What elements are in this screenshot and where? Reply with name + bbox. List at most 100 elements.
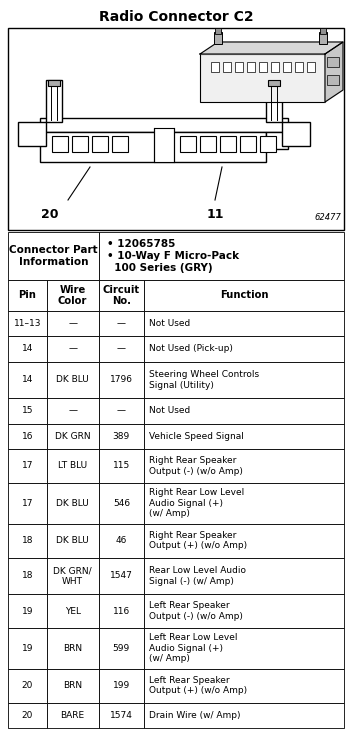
Bar	[180, 136, 196, 152]
Bar	[52, 136, 68, 152]
Bar	[8, 703, 46, 728]
Text: 20: 20	[41, 208, 59, 221]
Text: Not Used: Not Used	[149, 406, 190, 416]
Text: Rear Low Level Audio
Signal (-) (w/ Amp): Rear Low Level Audio Signal (-) (w/ Amp)	[149, 566, 246, 586]
Text: 20: 20	[21, 681, 33, 690]
Bar	[144, 628, 344, 669]
Text: Right Rear Low Level
Audio Signal (+)
(w/ Amp): Right Rear Low Level Audio Signal (+) (w…	[149, 488, 244, 518]
Bar	[215, 28, 221, 34]
Text: Left Rear Low Level
Audio Signal (+)
(w/ Amp): Left Rear Low Level Audio Signal (+) (w/…	[149, 633, 238, 663]
Bar	[46, 398, 99, 424]
Text: 199: 199	[113, 681, 130, 690]
Bar	[72, 136, 88, 152]
Text: 116: 116	[113, 607, 130, 616]
Text: 1547: 1547	[110, 571, 133, 580]
Bar	[46, 483, 99, 523]
Text: 20: 20	[21, 711, 33, 720]
Text: —: —	[68, 345, 77, 354]
Bar	[8, 336, 46, 362]
Bar	[46, 336, 99, 362]
Bar	[8, 558, 46, 594]
Bar	[112, 136, 128, 152]
Bar	[8, 311, 46, 336]
Text: 18: 18	[21, 571, 33, 580]
Text: YEL: YEL	[65, 607, 81, 616]
Polygon shape	[325, 42, 343, 102]
Text: Steering Wheel Controls
Signal (Utility): Steering Wheel Controls Signal (Utility)	[149, 370, 259, 389]
Text: Radio Connector C2: Radio Connector C2	[99, 10, 253, 24]
Bar	[200, 136, 216, 152]
Bar	[154, 128, 174, 162]
Bar	[144, 362, 344, 398]
Bar	[46, 669, 99, 703]
Text: Wire
Color: Wire Color	[58, 285, 87, 306]
Bar	[99, 362, 144, 398]
Bar	[40, 118, 288, 132]
Text: DK BLU: DK BLU	[56, 376, 89, 384]
Bar	[246, 62, 254, 72]
Text: —: —	[68, 319, 77, 328]
Bar	[144, 398, 344, 424]
Text: 1574: 1574	[110, 711, 133, 720]
Bar	[99, 483, 144, 523]
Text: 11: 11	[206, 208, 224, 221]
Bar	[46, 558, 99, 594]
Bar	[222, 62, 231, 72]
Bar	[144, 669, 344, 703]
Bar	[144, 280, 344, 311]
Text: 14: 14	[21, 376, 33, 384]
Text: Right Rear Speaker
Output (+) (w/o Amp): Right Rear Speaker Output (+) (w/o Amp)	[149, 531, 247, 550]
Text: 11–13: 11–13	[14, 319, 41, 328]
Bar	[320, 28, 326, 34]
Bar	[46, 628, 99, 669]
Bar	[99, 669, 144, 703]
Bar	[8, 483, 46, 523]
Text: 62477: 62477	[314, 213, 341, 222]
Bar	[268, 80, 280, 86]
Bar	[46, 80, 62, 122]
Text: Not Used (Pick-up): Not Used (Pick-up)	[149, 345, 233, 354]
Bar	[144, 336, 344, 362]
Text: DK BLU: DK BLU	[56, 498, 89, 508]
Bar	[8, 398, 46, 424]
Text: Drain Wire (w/ Amp): Drain Wire (w/ Amp)	[149, 711, 240, 720]
Text: 389: 389	[113, 432, 130, 441]
Bar	[46, 424, 99, 449]
Bar	[270, 62, 278, 72]
Text: 546: 546	[113, 498, 130, 508]
Bar	[240, 136, 256, 152]
Bar	[46, 703, 99, 728]
Text: DK BLU: DK BLU	[56, 536, 89, 545]
Text: BRN: BRN	[63, 644, 82, 653]
Bar	[144, 449, 344, 483]
Bar	[99, 232, 344, 280]
Bar	[99, 628, 144, 669]
Bar	[46, 449, 99, 483]
Text: —: —	[117, 319, 126, 328]
Bar	[200, 54, 325, 102]
Bar	[8, 28, 344, 230]
Text: Right Rear Speaker
Output (-) (w/o Amp): Right Rear Speaker Output (-) (w/o Amp)	[149, 456, 243, 476]
Bar	[283, 62, 290, 72]
Text: 599: 599	[113, 644, 130, 653]
Bar	[8, 628, 46, 669]
Text: • 12065785
• 10-Way F Micro-Pack
  100 Series (GRY): • 12065785 • 10-Way F Micro-Pack 100 Ser…	[107, 239, 239, 272]
Bar	[8, 449, 46, 483]
Bar	[266, 80, 282, 122]
Text: 17: 17	[21, 498, 33, 508]
Bar	[327, 75, 339, 85]
Bar	[46, 311, 99, 336]
Bar	[46, 280, 99, 311]
Text: Not Used: Not Used	[149, 319, 190, 328]
Bar	[99, 424, 144, 449]
Bar	[144, 311, 344, 336]
Text: Pin: Pin	[18, 291, 36, 300]
Bar	[144, 523, 344, 558]
Bar	[99, 336, 144, 362]
Bar	[8, 594, 46, 628]
Text: Vehicle Speed Signal: Vehicle Speed Signal	[149, 432, 244, 441]
Bar	[99, 558, 144, 594]
Bar	[46, 523, 99, 558]
Text: —: —	[117, 345, 126, 354]
Text: 1796: 1796	[110, 376, 133, 384]
